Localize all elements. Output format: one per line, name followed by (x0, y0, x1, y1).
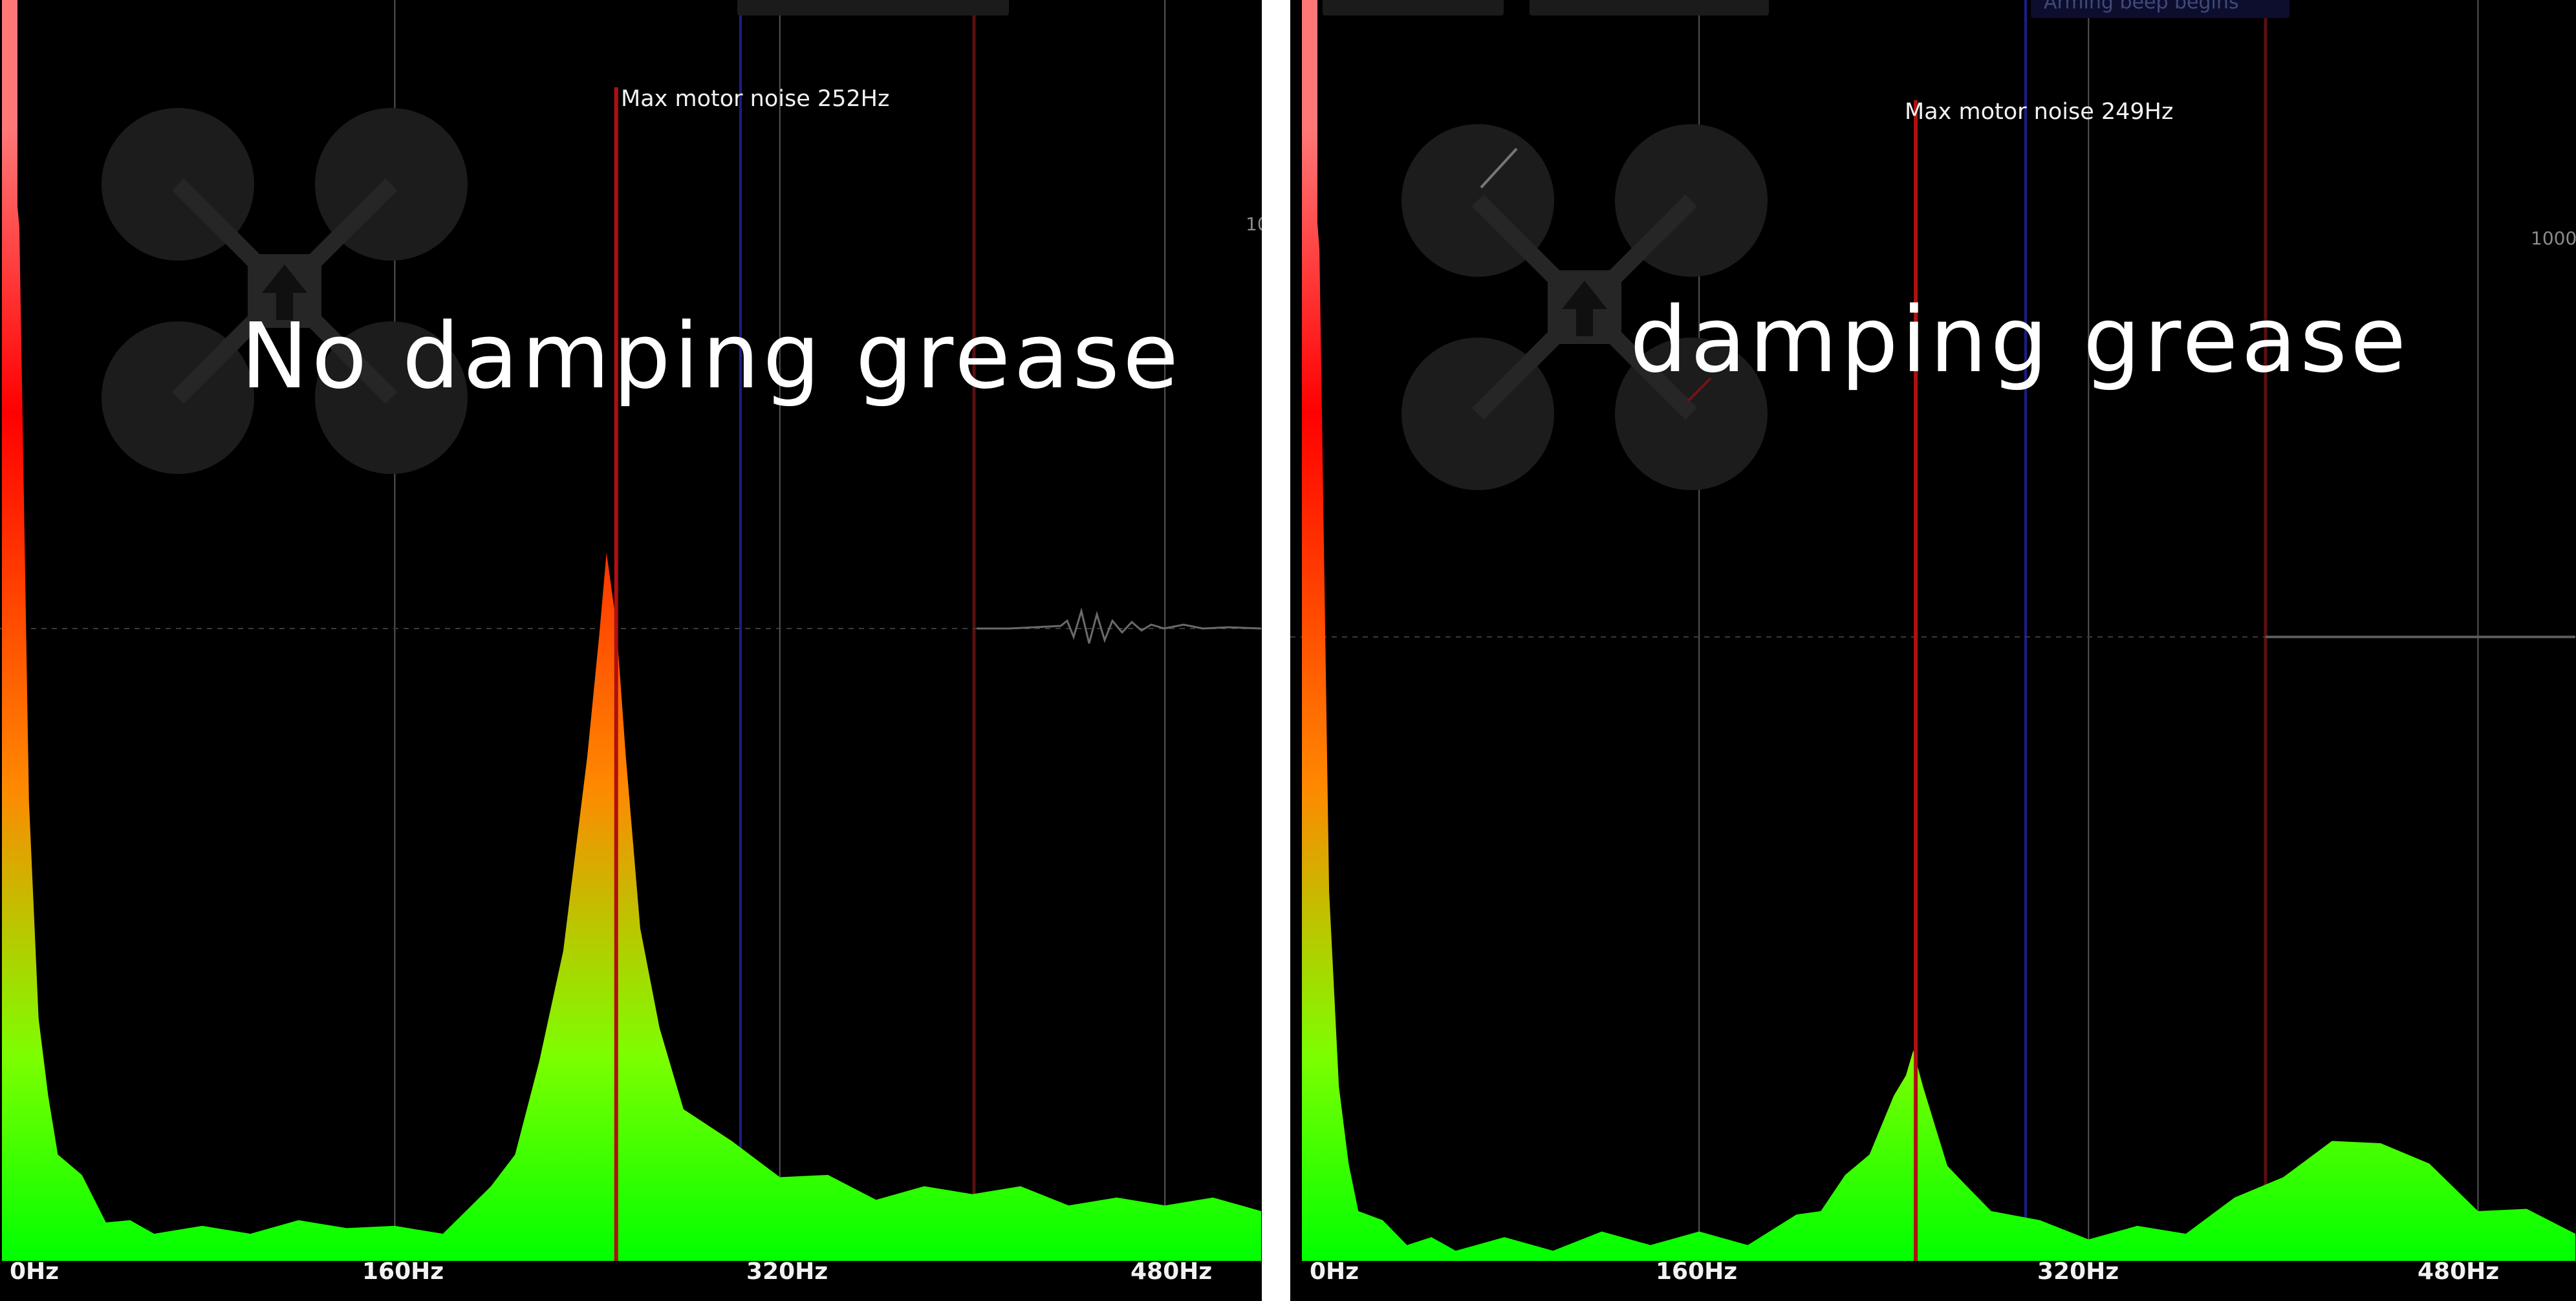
zero-hz-bar (2, 0, 17, 1261)
gyro-trace (977, 607, 1262, 644)
spectrum-plot-right (1290, 0, 2576, 1301)
zero-hz-bar (1302, 0, 1317, 1261)
freq-tick-label: 480Hz (2418, 1258, 2500, 1285)
freq-tick-label: 0Hz (1310, 1258, 1359, 1285)
max-motor-noise-label: Max motor noise 252Hz (621, 86, 890, 112)
arming-beep-tag: Arming beep begins (2044, 0, 2239, 14)
side-scale-label: 10 (1246, 213, 1262, 235)
freq-tick-label: 160Hz (362, 1258, 444, 1285)
caption-no-damping: No damping grease (241, 304, 1182, 409)
top-tab-right-1 (1323, 0, 1504, 16)
spectrum-panel-left: No damping grease Max motor noise 252Hz … (0, 0, 1262, 1301)
spectrum-plot-left (0, 0, 1262, 1301)
caption-damping: damping grease (1630, 288, 2410, 393)
event-tag-box (2031, 0, 2289, 18)
side-scale-label: 1000 (2531, 228, 2576, 249)
freq-tick-label: 320Hz (2037, 1258, 2119, 1285)
quadcopter-icon (1402, 124, 1768, 490)
spectrum-area (10, 122, 1261, 1261)
freq-tick-label: 0Hz (10, 1258, 60, 1285)
freq-tick-label: 320Hz (746, 1258, 828, 1285)
max-motor-noise-label: Max motor noise 249Hz (1905, 99, 2174, 125)
axis-strip (1290, 1261, 2576, 1301)
top-tab-right-2 (1530, 0, 1769, 16)
top-tab-left (737, 0, 1009, 16)
spectrum-panel-right: Arming beep begins damping grease Max mo… (1290, 0, 2576, 1301)
freq-tick-label: 160Hz (1656, 1258, 1738, 1285)
quadcopter-icon (102, 108, 468, 474)
axis-strip (0, 1261, 1262, 1301)
freq-tick-label: 480Hz (1131, 1258, 1213, 1285)
